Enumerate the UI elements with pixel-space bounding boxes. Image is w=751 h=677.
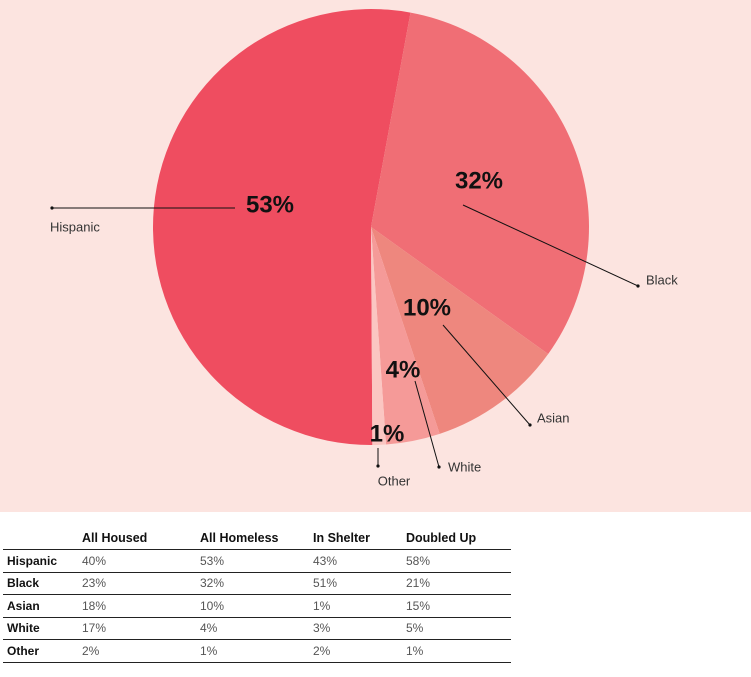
leader-dot-black bbox=[636, 284, 640, 288]
pie-slice-white bbox=[371, 227, 440, 445]
table-header-row: All Housed All Homeless In Shelter Doubl… bbox=[3, 527, 511, 550]
table-cell: 1% bbox=[200, 639, 313, 663]
table-row: Hispanic 40% 53% 43% 58% bbox=[3, 549, 511, 572]
table-cell: 40% bbox=[82, 549, 200, 572]
table-cell: 5% bbox=[406, 616, 511, 640]
table-cell: 4% bbox=[200, 616, 313, 640]
table-cell: 32% bbox=[200, 571, 313, 595]
table-row: White 17% 4% 3% 5% bbox=[3, 616, 511, 640]
category-label-other: Other bbox=[378, 473, 411, 488]
row-header: Black bbox=[3, 571, 82, 595]
row-header: Hispanic bbox=[3, 549, 82, 572]
table-cell: 21% bbox=[406, 571, 511, 595]
pie-chart: 53% Hispanic 32% Black 10% Asian 4% White 1% Othe… bbox=[50, 8, 678, 488]
leader-line-asian bbox=[442, 324, 531, 426]
pie-labels: 53% Hispanic 32% Black 10% Asian 4% White 1% Othe… bbox=[50, 167, 678, 488]
table-cell: 1% bbox=[406, 639, 511, 663]
table-cell: 10% bbox=[200, 594, 313, 617]
pie-slice-asian bbox=[371, 227, 549, 434]
category-label-asian: Asian bbox=[537, 410, 570, 425]
chart-panel: 53% Hispanic 32% Black 10% Asian 4% White 1% Othe… bbox=[0, 0, 751, 512]
value-label-hispanic: 53% bbox=[246, 191, 294, 218]
table-cell: 17% bbox=[82, 616, 200, 640]
column-header: Doubled Up bbox=[406, 527, 511, 550]
leader-dot-white bbox=[437, 465, 441, 469]
row-header: Other bbox=[3, 639, 82, 663]
row-header: White bbox=[3, 616, 82, 640]
table-cell: 2% bbox=[313, 639, 406, 663]
table-cell: 3% bbox=[313, 616, 406, 640]
column-header: All Homeless bbox=[200, 527, 313, 550]
table-cell: 53% bbox=[200, 549, 313, 572]
table-cell: 43% bbox=[313, 549, 406, 572]
value-label-black: 32% bbox=[455, 167, 503, 194]
table-cell: 1% bbox=[313, 594, 406, 617]
column-header: In Shelter bbox=[313, 527, 406, 550]
pie-slice-other bbox=[371, 227, 387, 445]
pie-slices bbox=[152, 8, 589, 446]
leader-dot-hispanic bbox=[50, 206, 54, 210]
category-label-hispanic: Hispanic bbox=[50, 219, 100, 234]
pie-leader-lines bbox=[50, 204, 640, 469]
value-label-asian: 10% bbox=[403, 294, 451, 321]
race-share-table: All Housed All Homeless In Shelter Doubl… bbox=[3, 527, 511, 663]
leader-line-white bbox=[414, 380, 440, 468]
category-label-black: Black bbox=[646, 272, 678, 287]
value-label-white: 4% bbox=[386, 356, 421, 383]
pie-slice-hispanic bbox=[152, 8, 411, 446]
table-cell: 2% bbox=[82, 639, 200, 663]
leader-dot-asian bbox=[528, 423, 532, 427]
row-header: Asian bbox=[3, 594, 82, 617]
leader-line-black bbox=[462, 204, 639, 287]
table-row: Other 2% 1% 2% 1% bbox=[3, 639, 511, 663]
table-cell: 58% bbox=[406, 549, 511, 572]
table-row: Asian 18% 10% 1% 15% bbox=[3, 594, 511, 617]
pie-slice-black bbox=[371, 12, 589, 355]
category-label-white: White bbox=[448, 459, 481, 474]
table-row: Black 23% 32% 51% 21% bbox=[3, 571, 511, 595]
column-header: All Housed bbox=[82, 527, 200, 550]
table-cell: 51% bbox=[313, 571, 406, 595]
table-cell: 18% bbox=[82, 594, 200, 617]
table-corner-cell bbox=[3, 527, 82, 550]
table-cell: 23% bbox=[82, 571, 200, 595]
leader-dot-other bbox=[376, 464, 380, 468]
value-label-other: 1% bbox=[370, 420, 405, 447]
table-cell: 15% bbox=[406, 594, 511, 617]
